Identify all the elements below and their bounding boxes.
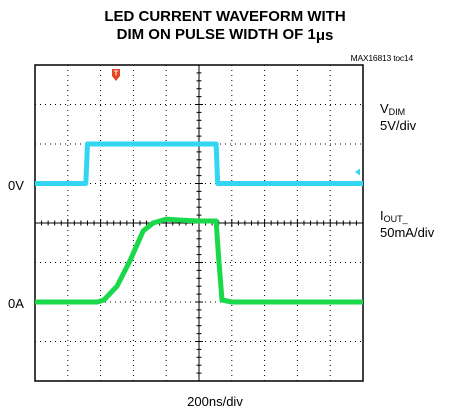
vdim-name: V xyxy=(380,101,389,116)
vdim-trace xyxy=(35,141,363,186)
iout-scale-label: 50mA/div xyxy=(380,225,435,240)
vdim-channel-label: VDIM xyxy=(380,101,405,120)
title-unit: μs xyxy=(315,27,334,44)
iout-channel-label: IOUT_ xyxy=(380,208,408,227)
markers: T xyxy=(112,69,360,176)
iout-trace xyxy=(35,216,363,305)
vdim-offset-marker xyxy=(355,168,360,176)
grid xyxy=(34,64,364,382)
chart-title-line-1: LED CURRENT WAVEFORM WITH xyxy=(104,8,346,25)
x-axis-label: 200ns/div xyxy=(187,394,243,409)
chart-title-line-2: DIM ON PULSE WIDTH OF 1μs xyxy=(40,26,410,44)
trigger-marker-arrow xyxy=(112,76,120,81)
vdim-subscript: DIM xyxy=(388,107,406,117)
traces xyxy=(35,141,363,305)
iout-name: I xyxy=(380,208,384,223)
iout-ground-label: 0A xyxy=(8,296,24,311)
title-text: DIM ON PULSE WIDTH OF 1 xyxy=(116,26,316,43)
vdim-ground-label: 0V xyxy=(8,178,24,193)
trigger-marker-box xyxy=(112,69,120,76)
document-id: MAX16813 toc14 xyxy=(350,53,414,63)
iout-subscript: OUT_ xyxy=(383,214,408,224)
trigger-marker-label: T xyxy=(114,71,119,78)
vdim-scale-label: 5V/div xyxy=(380,118,417,133)
